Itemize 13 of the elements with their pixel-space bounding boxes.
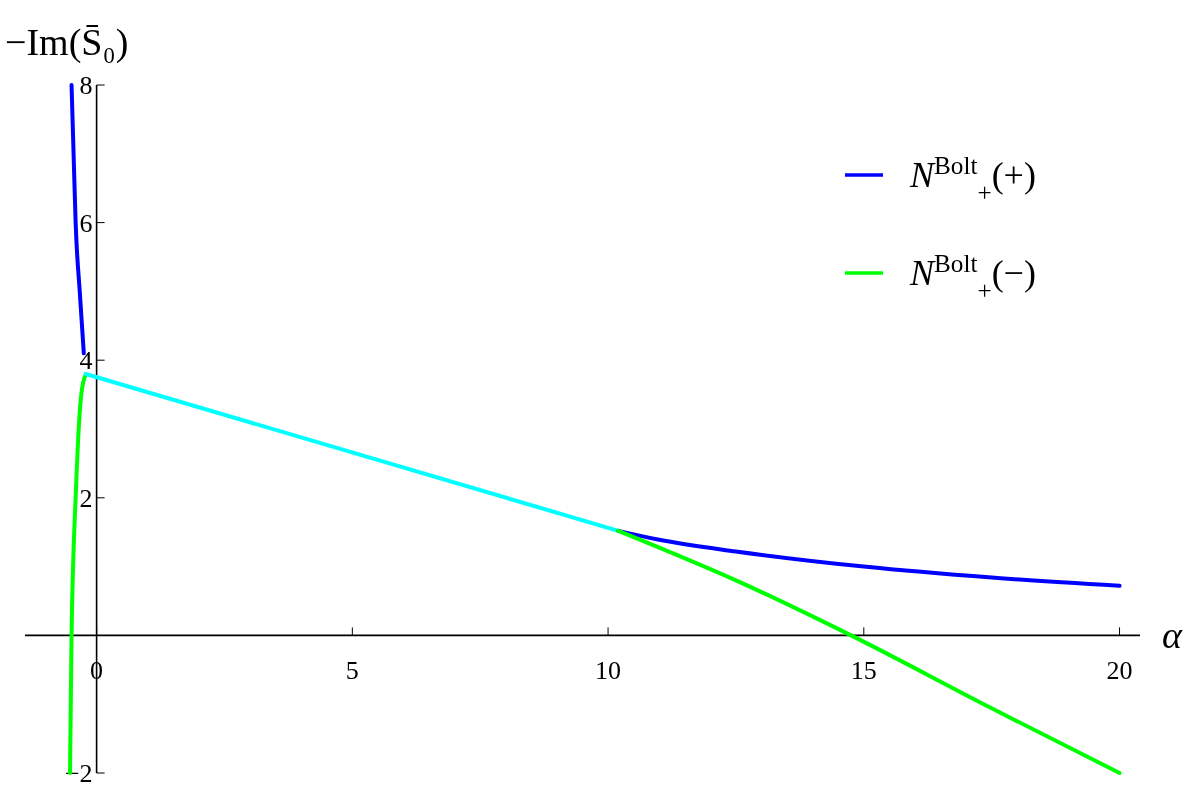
- y-tick-label: 6: [79, 208, 93, 238]
- y-tick-label: 8: [79, 71, 93, 100]
- y-tick-label: 4: [79, 346, 93, 376]
- x-axis-title: α: [1162, 614, 1183, 657]
- y-tick-label: −2: [64, 759, 93, 788]
- x-tick-label: 5: [345, 656, 359, 686]
- y-axis-title: −Im(S̄₀): [5, 21, 129, 64]
- legend-label: N$^{Bolt}$$_{+}$(−): [909, 249, 1036, 304]
- x-tick-label: 20: [1106, 656, 1133, 686]
- x-tick-label: 15: [850, 656, 877, 686]
- y-tick-label: 2: [79, 483, 93, 513]
- x-tick-label: 10: [595, 656, 622, 686]
- legend-label: N$^{Bolt}$$_{+}$(+): [909, 151, 1036, 206]
